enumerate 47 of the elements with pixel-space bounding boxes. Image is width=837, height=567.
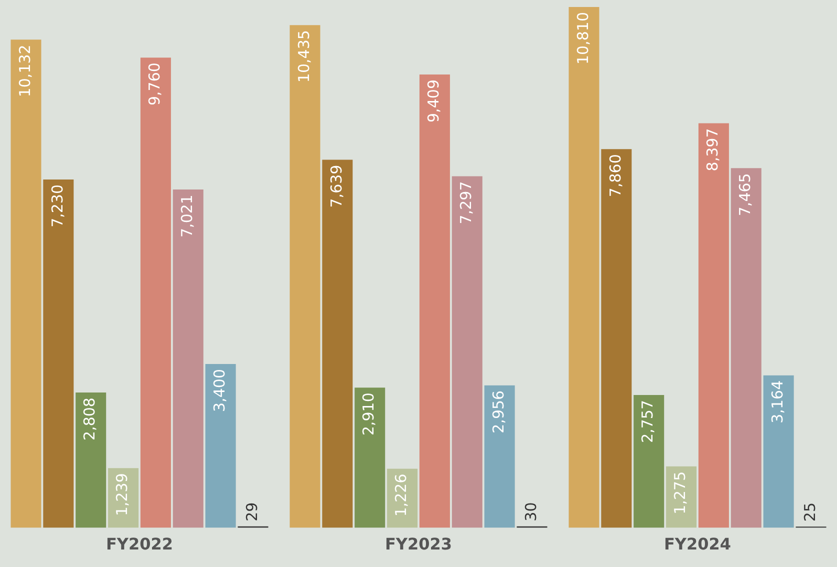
data-label: 3,400	[210, 368, 228, 412]
data-label: 2,808	[80, 398, 99, 440]
bar	[634, 394, 664, 528]
bar	[76, 392, 106, 528]
bar	[354, 388, 386, 528]
bar	[205, 364, 236, 528]
data-label: 25	[800, 502, 819, 522]
data-label: 10,810	[574, 12, 592, 64]
data-label: 29	[242, 502, 261, 522]
bar	[730, 168, 762, 528]
bar	[172, 190, 204, 528]
data-label: 7,297	[457, 181, 476, 224]
bar	[43, 179, 74, 528]
data-label: 9,409	[424, 79, 443, 122]
data-label: 10,132	[16, 44, 34, 98]
bar	[763, 375, 794, 528]
bar	[484, 385, 515, 528]
data-label: 3,164	[768, 380, 786, 424]
data-label: 7,465	[736, 173, 754, 216]
bar	[290, 25, 320, 528]
data-label: 2,910	[360, 392, 378, 436]
data-label: 2,956	[489, 390, 508, 434]
bar	[601, 149, 632, 528]
data-label: 8,397	[704, 128, 722, 172]
data-label: 7,639	[327, 164, 346, 208]
bar	[140, 58, 171, 528]
bar	[568, 7, 600, 528]
bar	[419, 74, 450, 528]
bar	[452, 176, 482, 528]
bar	[666, 466, 697, 528]
data-label: 7,021	[178, 194, 196, 238]
data-label: 7,230	[48, 184, 66, 228]
x-tick-label: FY2022	[106, 534, 174, 554]
data-label: 9,760	[146, 62, 164, 106]
data-label: 1,275	[671, 471, 690, 514]
bar	[322, 160, 353, 528]
data-label: 1,226	[392, 474, 410, 517]
bar	[10, 40, 42, 528]
bar	[387, 468, 418, 528]
bar	[698, 123, 729, 528]
data-label: 1,239	[113, 473, 132, 516]
x-tick-label: FY2023	[384, 534, 452, 554]
data-label: 10,435	[294, 30, 313, 83]
data-label: 2,757	[638, 400, 657, 443]
x-tick-label: FY2024	[664, 534, 732, 554]
data-label: 30	[522, 502, 540, 522]
data-label: 7,860	[606, 154, 624, 198]
